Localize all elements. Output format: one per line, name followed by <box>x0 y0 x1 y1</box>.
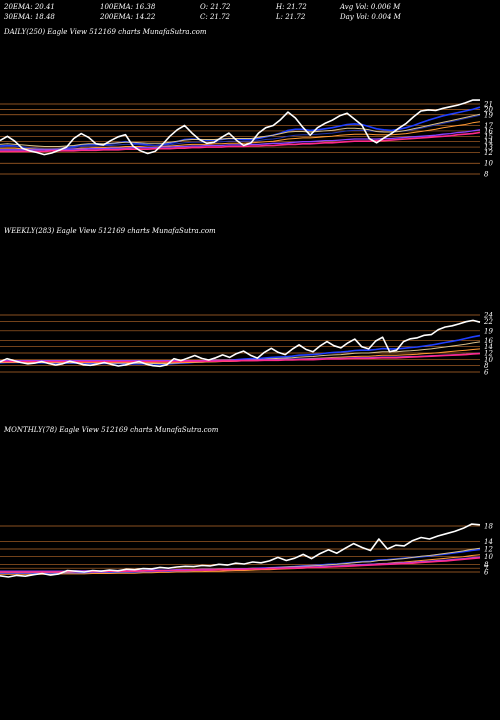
stat-high: H: 21.72 <box>276 3 307 11</box>
stat-day-vol: Day Vol: 0.004 M <box>340 13 401 21</box>
stat-low: L: 21.72 <box>276 13 306 21</box>
y-tick-label: 13 <box>484 144 493 152</box>
stat-close: C: 21.72 <box>200 13 230 21</box>
y-tick-label: 12 <box>484 546 493 554</box>
y-tick-label: 12 <box>484 350 493 358</box>
stats-header: 20EMA: 20.41 100EMA: 16.38 O: 21.72 H: 2… <box>4 2 496 26</box>
ema-blue-line <box>0 106 481 150</box>
stat-20ema: 20EMA: 20.41 <box>4 3 55 11</box>
y-tick-label: 7 <box>484 565 489 573</box>
ema-pink-line <box>0 352 481 363</box>
stat-200ema: 200EMA: 14.22 <box>100 13 156 21</box>
y-tick-label: 15 <box>484 133 493 141</box>
y-tick-label: 16 <box>484 337 493 345</box>
y-tick-label: 12 <box>484 149 493 157</box>
y-tick-label: 8 <box>484 362 489 370</box>
y-tick-label: 14 <box>484 538 493 546</box>
monthly-chart-title: MONTHLY(78) Eagle View 512169 charts Mun… <box>4 426 219 434</box>
stat-100ema: 100EMA: 16.38 <box>100 3 156 11</box>
y-tick-label: 19 <box>484 111 493 119</box>
ema-violet-line <box>0 129 481 151</box>
y-tick-label: 18 <box>484 523 493 531</box>
y-tick-label: 6 <box>484 569 489 577</box>
ema-pink-line <box>0 131 481 153</box>
price-line <box>0 319 481 368</box>
stat-30ema: 30EMA: 18.48 <box>4 13 55 21</box>
y-tick-label: 8 <box>484 561 489 569</box>
ema-pink-line <box>0 557 481 573</box>
stat-avg-vol: Avg Vol: 0.006 M <box>340 3 401 11</box>
y-tick-label: 6 <box>484 369 489 377</box>
price-line <box>0 523 481 578</box>
y-tick-label: 17 <box>484 122 493 130</box>
weekly-chart-title: WEEKLY(283) Eagle View 512169 charts Mun… <box>4 227 216 235</box>
y-tick-label: 21 <box>483 101 493 109</box>
y-tick-label: 10 <box>484 356 493 364</box>
y-tick-label: 10 <box>484 553 493 561</box>
ema-orange-line <box>0 554 481 575</box>
y-tick-label: 19 <box>484 327 493 335</box>
y-tick-label: 14 <box>484 343 493 351</box>
ema-tan-line <box>0 113 481 147</box>
stat-open: O: 21.72 <box>200 3 231 11</box>
y-tick-label: 14 <box>484 138 493 146</box>
y-tick-label: 10 <box>484 160 493 168</box>
y-tick-label: 24 <box>483 312 493 320</box>
y-tick-label: 16 <box>484 127 493 135</box>
price-line <box>0 99 480 156</box>
y-tick-label: 22 <box>483 318 493 326</box>
y-tick-label: 20 <box>483 106 493 114</box>
y-tick-label: 8 <box>484 171 489 179</box>
daily-chart-title: DAILY(250) Eagle View 512169 charts Muna… <box>4 28 207 36</box>
